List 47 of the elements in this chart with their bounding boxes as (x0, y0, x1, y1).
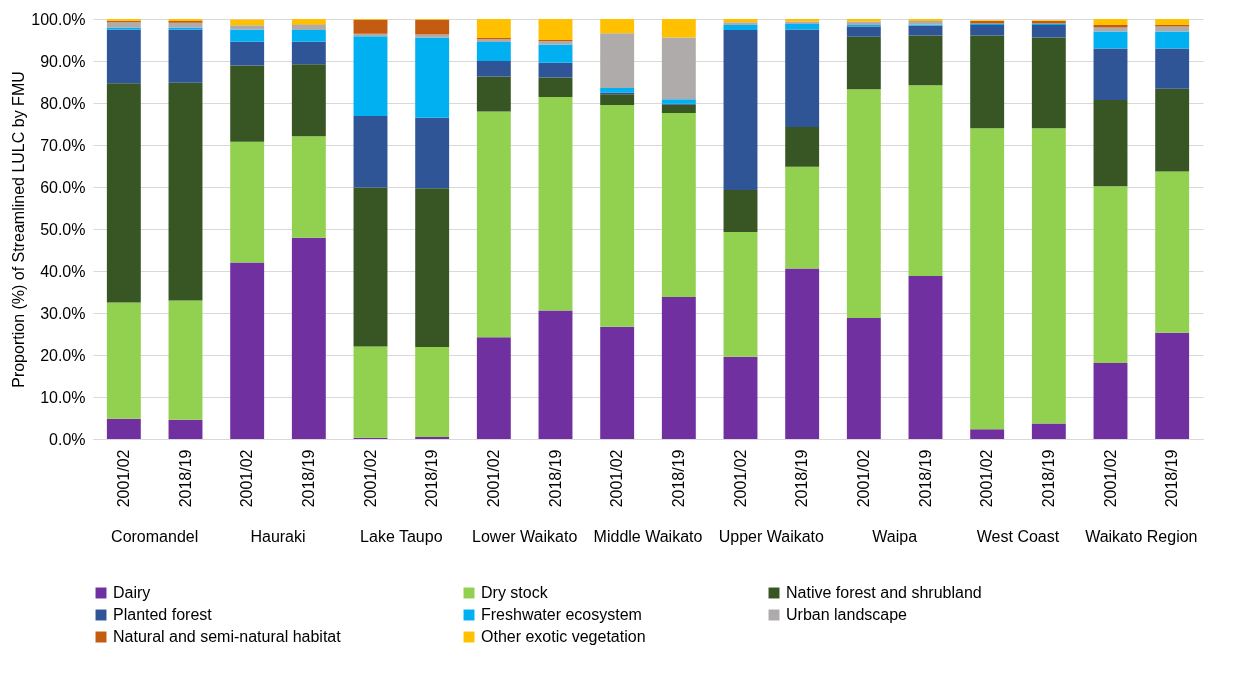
text: Lake Taupo (360, 528, 443, 545)
text: Waikato Region (1085, 528, 1198, 545)
y-axis-title: Proportion (%) of Streamlined LULC by FMU (10, 71, 28, 388)
legend-label: Natural and semi-natural habitat (113, 628, 342, 645)
text: Waipa (872, 528, 918, 545)
y-tick-label: 40.0% (40, 262, 86, 280)
x-tick-label: 2001/02 (854, 449, 872, 508)
x-tick-label: 2018/19 (1163, 449, 1181, 508)
x-tick-label: 2018/19 (916, 449, 934, 508)
y-tick-label: 80.0% (40, 94, 86, 112)
text: Upper Waikato (718, 528, 825, 545)
x-tick-label: 2001/02 (114, 449, 132, 508)
y-tick-label: 20.0% (40, 346, 86, 364)
y-tick-label: 50.0% (40, 220, 86, 238)
x-tick-label: 2001/02 (731, 449, 749, 508)
legend-label: Dry stock (481, 584, 549, 601)
y-tick-label: 60.0% (40, 178, 86, 196)
x-tick-label: 2018/19 (176, 449, 194, 508)
x-tick-label: 2001/02 (978, 449, 996, 508)
x-tick-label: 2018/19 (793, 449, 811, 508)
y-tick-label: 70.0% (40, 136, 86, 154)
legend-label: Native forest and shrubland (786, 584, 982, 601)
x-tick-label: 2001/02 (1101, 449, 1119, 508)
x-tick-label: 2001/02 (238, 449, 256, 508)
legend-label: Dairy (113, 584, 151, 601)
y-tick-label: 30.0% (40, 304, 86, 322)
y-tick-label: 100.0% (31, 10, 86, 28)
x-tick-label: 2018/19 (1039, 449, 1057, 508)
y-tick-label: 10.0% (40, 388, 86, 406)
x-tick-label: 2001/02 (361, 449, 379, 508)
text: Middle Waikato (593, 528, 703, 545)
x-tick-label: 2018/19 (299, 449, 317, 508)
text: Hauraki (250, 528, 306, 545)
legend-label: Freshwater ecosystem (481, 606, 642, 623)
x-tick-label: 2001/02 (608, 449, 626, 508)
text: West Coast (976, 528, 1060, 545)
x-tick-label: 2018/19 (546, 449, 564, 508)
x-tick-label: 2018/19 (423, 449, 441, 508)
text: Coromandel (111, 528, 199, 545)
legend-label: Other exotic vegetation (481, 628, 646, 645)
x-tick-label: 2001/02 (484, 449, 502, 508)
y-tick-label: 90.0% (40, 52, 86, 70)
x-tick-label: 2018/19 (669, 449, 687, 508)
y-tick-label: 0.0% (49, 430, 86, 448)
legend-label: Urban landscape (786, 606, 908, 623)
text: Lower Waikato (472, 528, 578, 545)
legend-label: Planted forest (113, 606, 213, 623)
